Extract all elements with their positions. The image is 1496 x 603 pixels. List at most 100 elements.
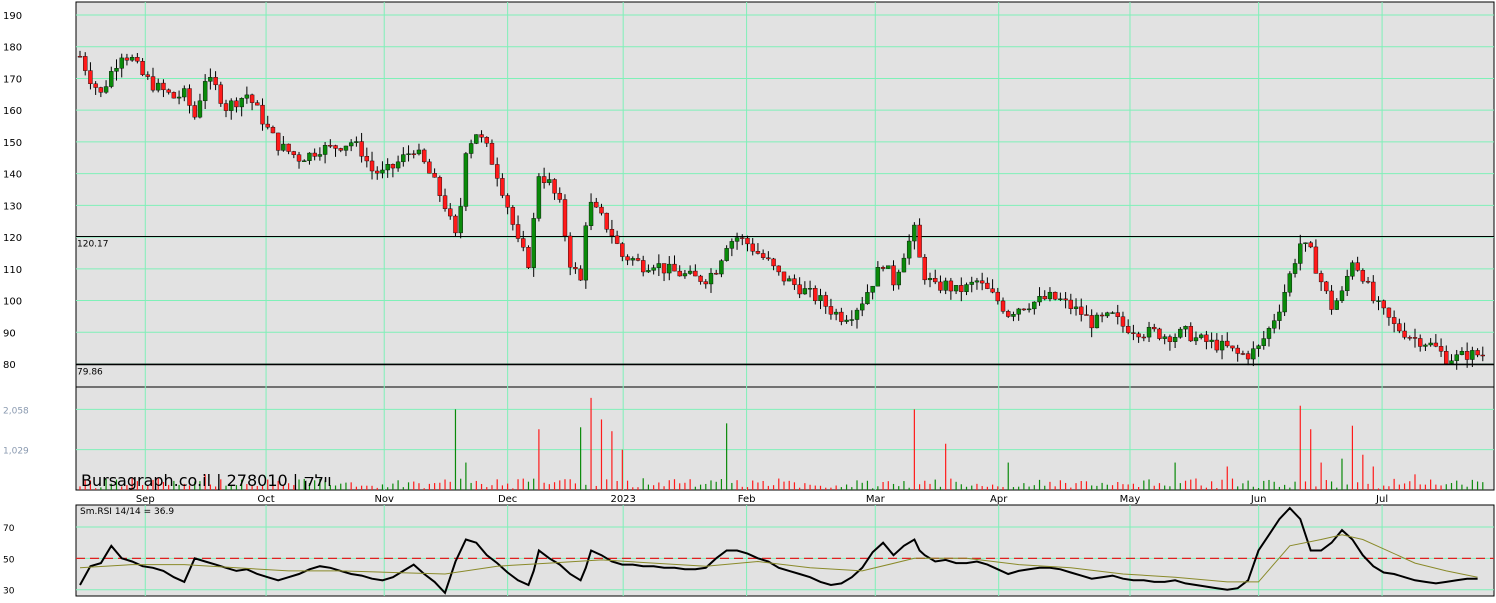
candle-body: [187, 88, 192, 106]
candle-body: [1391, 317, 1397, 324]
candle-body: [1016, 308, 1021, 315]
candle-body: [380, 169, 385, 174]
y-tick-label: 180: [3, 43, 22, 54]
candle-body: [385, 164, 390, 171]
candle-body: [766, 257, 771, 260]
candle-body: [813, 288, 818, 302]
candle-body: [124, 57, 130, 61]
candle-body: [1444, 351, 1449, 364]
x-tick-label: Apr: [990, 494, 1008, 505]
candle-body: [979, 280, 985, 284]
reference-label: 79.86: [77, 367, 103, 377]
candle-body: [510, 207, 516, 225]
candle-body: [1277, 311, 1282, 321]
candle-body: [567, 235, 573, 268]
candle-body: [395, 161, 401, 169]
candle-body: [1475, 350, 1480, 356]
candle-body: [755, 251, 761, 254]
y-tick-label: 150: [3, 138, 22, 149]
candle-body: [922, 256, 927, 281]
candle-body: [369, 160, 375, 172]
volume-tick-label: 1,029: [3, 447, 29, 457]
candle-body: [343, 145, 349, 151]
candle-body: [1125, 326, 1131, 333]
candle-body: [275, 132, 281, 151]
candle-body: [208, 77, 213, 82]
candle-body: [703, 281, 708, 285]
rsi-line-rsi: [79, 506, 1478, 595]
candle-body: [83, 56, 88, 71]
indicator-panel: [75, 504, 1495, 597]
candle-body: [938, 281, 943, 291]
candle-body: [1172, 337, 1178, 342]
candle-body: [218, 84, 224, 104]
candle-body: [646, 270, 651, 273]
y-tick-label: 90: [3, 328, 16, 339]
candle-body: [432, 173, 437, 178]
candle-body: [1198, 334, 1204, 338]
x-tick-label: 2023: [610, 494, 635, 505]
candle-body: [1292, 263, 1298, 274]
candle-body: [906, 240, 912, 259]
candle-body: [1308, 242, 1313, 248]
candle-body: [609, 229, 615, 237]
candle-body: [1235, 347, 1240, 354]
x-tick-label: Jul: [1375, 494, 1388, 505]
candle-body: [328, 145, 333, 147]
candle-body: [1355, 262, 1360, 271]
x-tick-label: Sep: [136, 494, 155, 505]
candle-body: [1094, 314, 1100, 329]
candle-body: [359, 141, 364, 157]
candle-body: [515, 224, 521, 239]
y-tick-label: 80: [3, 360, 16, 371]
candle-body: [656, 263, 662, 268]
candle-body: [573, 267, 578, 270]
candle-body: [1068, 299, 1074, 309]
candle-body: [547, 179, 552, 183]
candle-body: [182, 88, 187, 98]
candle-body: [494, 164, 500, 179]
candle-body: [468, 143, 474, 154]
candle-body: [390, 164, 396, 169]
candle-body: [1438, 346, 1444, 352]
candle-body: [886, 265, 891, 269]
candle-body: [1407, 337, 1412, 339]
candle-body: [682, 273, 688, 277]
candle-body: [959, 285, 964, 292]
candle-body: [296, 154, 302, 162]
candle-body: [651, 267, 656, 271]
x-tick-label: Feb: [738, 494, 756, 505]
candle-body: [578, 268, 583, 281]
candle-body: [1339, 290, 1345, 301]
candle-body: [463, 153, 469, 207]
candle-body: [1162, 336, 1167, 339]
candle-body: [1131, 332, 1136, 334]
candle-body: [1099, 314, 1105, 317]
candle-body: [1360, 270, 1366, 282]
candle-body: [1152, 326, 1157, 330]
candle-body: [792, 278, 797, 285]
candle-body: [557, 192, 562, 200]
candle-body: [787, 278, 792, 282]
candle-body: [98, 87, 104, 93]
candle-body: [1397, 323, 1402, 332]
candle-body: [823, 295, 828, 307]
candle-body: [1089, 315, 1094, 329]
candle-body: [312, 152, 317, 157]
volume-bars: [79, 397, 1484, 490]
candle-body: [176, 96, 182, 99]
candle-body: [1006, 311, 1011, 317]
candle-body: [1464, 351, 1470, 360]
x-tick-label: Oct: [257, 494, 274, 505]
candle-body: [1136, 333, 1141, 338]
candle-body: [1329, 290, 1334, 310]
candle-body: [1084, 314, 1089, 316]
candle-body: [552, 179, 557, 194]
candle-body: [807, 288, 813, 290]
candle-body: [740, 237, 745, 239]
candle-body: [484, 137, 489, 144]
reference-label: 120.17: [77, 240, 109, 250]
candle-body: [526, 247, 531, 268]
candle-body: [140, 60, 145, 75]
candle-body: [844, 319, 849, 322]
